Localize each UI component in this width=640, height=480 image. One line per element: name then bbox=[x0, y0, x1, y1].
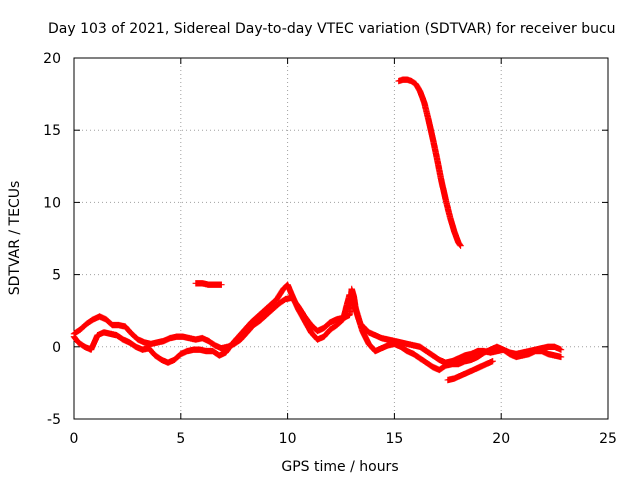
x-tick-label: 20 bbox=[492, 431, 510, 447]
y-tick-label: 5 bbox=[52, 268, 61, 284]
data-series bbox=[70, 76, 565, 384]
x-axis-label: GPS time / hours bbox=[281, 459, 398, 475]
plot-frame bbox=[73, 57, 609, 420]
series-arc-upper bbox=[70, 285, 565, 366]
series-markers bbox=[444, 358, 496, 384]
series-arc-short bbox=[192, 280, 225, 288]
series-arc-tail bbox=[444, 358, 496, 384]
series-arc-lower bbox=[70, 281, 565, 374]
x-tick-label: 15 bbox=[385, 431, 403, 447]
y-tick-label: 15 bbox=[43, 123, 61, 139]
series-markers bbox=[395, 76, 464, 249]
x-axis-ticks: 0 5 10 15 20 25 bbox=[70, 58, 617, 447]
series-markers bbox=[192, 280, 225, 288]
y-tick-label: -5 bbox=[47, 412, 61, 428]
chart-title: Day 103 of 2021, Sidereal Day-to-day VTE… bbox=[48, 21, 616, 37]
series-markers bbox=[70, 285, 565, 366]
y-tick-label: 10 bbox=[43, 195, 61, 211]
y-axis-ticks: -5 0 5 10 15 20 bbox=[43, 51, 608, 428]
x-tick-label: 10 bbox=[279, 431, 297, 447]
x-tick-label: 0 bbox=[70, 431, 79, 447]
y-axis-label: SDTVAR / TECUs bbox=[7, 181, 23, 296]
y-tick-label: 0 bbox=[52, 340, 61, 356]
series-arc-high bbox=[395, 76, 464, 249]
x-tick-label: 5 bbox=[176, 431, 185, 447]
series-markers bbox=[70, 281, 565, 374]
y-tick-label: 20 bbox=[43, 51, 61, 67]
x-tick-label: 25 bbox=[599, 431, 617, 447]
grid-lines bbox=[74, 58, 608, 419]
